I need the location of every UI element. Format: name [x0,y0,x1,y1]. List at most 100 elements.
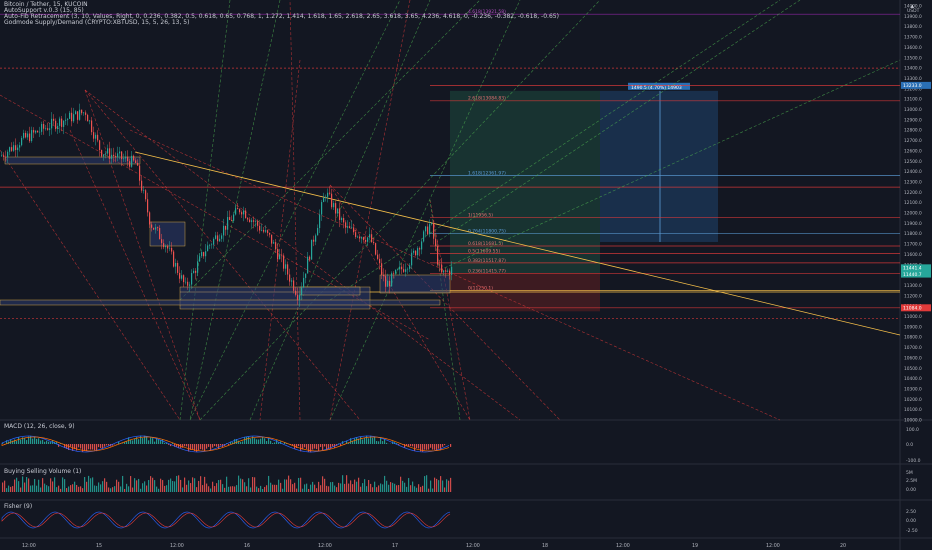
candle-body [129,161,131,167]
volume-bar [282,488,284,492]
candle-body [131,155,133,167]
macd-histogram-bar [148,440,150,444]
candle-body [61,118,63,127]
macd-histogram-bar [160,439,162,444]
fisher-line [1,511,451,529]
fisher-axis-label: -2.50 [906,528,918,534]
volume-bar [426,475,428,492]
candle-body [107,148,109,154]
price-tick-label: 12700.0 [904,138,922,144]
macd-histogram-bar [260,438,262,444]
macd-histogram-bar [12,440,14,444]
candle-body [79,109,81,120]
chevron-up-icon[interactable]: ▴ [910,2,914,10]
volume-bar [214,486,216,492]
macd-histogram-bar [182,444,184,448]
macd-histogram-bar [188,444,190,452]
candle-body [407,268,409,270]
candle-body [187,281,189,286]
candle-body [145,190,147,200]
candle-body [443,270,445,273]
volume-bar [444,487,446,492]
volume-bar [124,488,126,492]
macd-histogram-bar [284,442,286,444]
candle-body [447,270,449,272]
candle-body [29,133,31,142]
candle-body [265,230,267,232]
candle-body [207,245,209,252]
macd-label[interactable]: MACD (12, 26, close, 9) [4,423,75,430]
candle-body [91,120,93,133]
candle-body [87,114,89,122]
macd-histogram-bar [68,444,70,450]
macd-histogram-bar [196,444,198,452]
price-tick-label: 12600.0 [904,148,922,154]
volume-label[interactable]: Buying Selling Volume (1) [4,468,82,475]
candle-body [451,266,453,275]
volume-bar [266,485,268,492]
fisher-label[interactable]: Fisher (9) [4,503,33,510]
macd-histogram-bar [422,444,424,452]
volume-axis-label: 0.00 [906,487,916,493]
time-axis-label: 15 [96,543,102,549]
volume-bar [180,479,182,492]
price-tick-label: 10300.0 [904,386,922,392]
candle-body [373,241,375,244]
volume-bar [4,480,6,492]
volume-bar [366,486,368,492]
fan-line [179,0,481,301]
volume-bar [240,478,242,492]
candle-body [235,208,237,215]
volume-bar [390,482,392,492]
volume-bar [414,486,416,492]
price-tick-label: 12800.0 [904,128,922,134]
candle-body [147,199,149,213]
volume-bar [288,475,290,492]
volume-axis-label: 2.5M [906,478,917,484]
volume-bar [132,487,134,492]
candle-body [239,209,241,213]
indicator-godmode[interactable]: Godmode Supply/Demand (CRYPTO:XBTUSD, 15… [4,19,190,26]
candle-body [31,130,33,142]
volume-bar [340,483,342,492]
volume-bar [212,481,214,492]
candle-body [375,243,377,255]
volume-bar [18,481,20,492]
candle-body [135,160,137,163]
volume-bar [218,480,220,492]
time-axis-label: 12:00 [466,543,480,549]
macd-histogram-bar [36,438,38,444]
volume-bar [396,485,398,492]
candle-body [403,269,405,272]
indicator-autofib[interactable]: Auto-Fib Retracement (3, 10, Values, Rig… [4,13,559,20]
volume-bar [328,486,330,492]
macd-histogram-bar [450,444,452,447]
candle-body [359,236,361,239]
candle-body [327,192,329,197]
macd-histogram-bar [76,444,78,451]
macd-histogram-bar [82,444,84,452]
volume-bar [114,486,116,492]
volume-bar [338,482,340,492]
macd-histogram-bar [440,444,442,451]
volume-bar [166,485,168,492]
candle-body [335,203,337,214]
volume-bar [234,486,236,492]
volume-bar [42,478,44,492]
macd-histogram-bar [118,441,120,444]
supply-demand-zone [299,286,361,296]
volume-bar [264,486,266,492]
volume-bar [192,477,194,492]
indicator-autosupport[interactable]: AutoSupport v.0.3 (15, 85) [4,7,84,14]
candle-body [19,145,21,148]
macd-histogram-bar [316,444,318,450]
volume-bar [322,476,324,492]
volume-bar [196,487,198,492]
volume-bar [24,482,26,492]
candle-body [5,156,7,158]
volume-bar [150,476,152,492]
macd-histogram-bar [380,437,382,444]
macd-histogram-bar [228,444,230,446]
macd-histogram-bar [102,444,104,449]
